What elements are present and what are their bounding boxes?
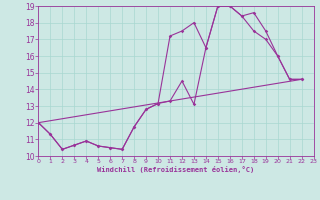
X-axis label: Windchill (Refroidissement éolien,°C): Windchill (Refroidissement éolien,°C) <box>97 166 255 173</box>
